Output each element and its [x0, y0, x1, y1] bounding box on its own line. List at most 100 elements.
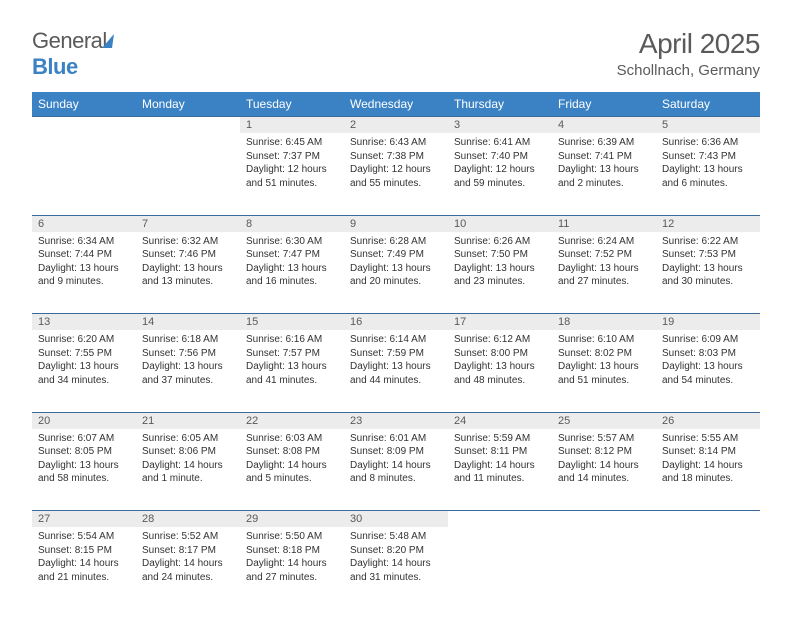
sunset-line: Sunset: 7:49 PM	[350, 248, 442, 262]
sunset-line: Sunset: 7:55 PM	[38, 347, 130, 361]
day-number: 13	[32, 314, 136, 331]
month-title: April 2025	[617, 28, 760, 60]
brand-part2: Blue	[32, 54, 78, 79]
sunrise-line: Sunrise: 5:55 AM	[662, 432, 754, 446]
day-details: Sunrise: 5:55 AMSunset: 8:14 PMDaylight:…	[656, 429, 760, 511]
day-details: Sunrise: 6:10 AMSunset: 8:02 PMDaylight:…	[552, 330, 656, 412]
daylight-line: Daylight: 14 hours and 31 minutes.	[350, 557, 442, 584]
daylight-line: Daylight: 14 hours and 21 minutes.	[38, 557, 130, 584]
sunrise-line: Sunrise: 6:22 AM	[662, 235, 754, 249]
sunrise-line: Sunrise: 6:18 AM	[142, 333, 234, 347]
day-number: 30	[344, 511, 448, 528]
sunrise-line: Sunrise: 6:41 AM	[454, 136, 546, 150]
day-number: 15	[240, 314, 344, 331]
sunrise-line: Sunrise: 6:24 AM	[558, 235, 650, 249]
sunset-line: Sunset: 8:08 PM	[246, 445, 338, 459]
daylight-line: Daylight: 13 hours and 41 minutes.	[246, 360, 338, 387]
sunrise-line: Sunrise: 6:32 AM	[142, 235, 234, 249]
sunrise-line: Sunrise: 6:16 AM	[246, 333, 338, 347]
daylight-line: Daylight: 13 hours and 27 minutes.	[558, 262, 650, 289]
daylight-line: Daylight: 12 hours and 55 minutes.	[350, 163, 442, 190]
day-number-row: 20212223242526	[32, 412, 760, 429]
location-label: Schollnach, Germany	[617, 62, 760, 79]
daylight-line: Daylight: 13 hours and 20 minutes.	[350, 262, 442, 289]
day-number: 22	[240, 412, 344, 429]
day-details: Sunrise: 5:54 AMSunset: 8:15 PMDaylight:…	[32, 527, 136, 609]
daylight-line: Daylight: 13 hours and 13 minutes.	[142, 262, 234, 289]
daylight-line: Daylight: 14 hours and 1 minute.	[142, 459, 234, 486]
sunrise-line: Sunrise: 6:43 AM	[350, 136, 442, 150]
daylight-line: Daylight: 13 hours and 58 minutes.	[38, 459, 130, 486]
sunrise-line: Sunrise: 6:39 AM	[558, 136, 650, 150]
sunrise-line: Sunrise: 6:03 AM	[246, 432, 338, 446]
daylight-line: Daylight: 13 hours and 51 minutes.	[558, 360, 650, 387]
sunset-line: Sunset: 8:14 PM	[662, 445, 754, 459]
daylight-line: Daylight: 14 hours and 11 minutes.	[454, 459, 546, 486]
calendar-table: SundayMondayTuesdayWednesdayThursdayFrid…	[32, 92, 760, 609]
daylight-line: Daylight: 13 hours and 44 minutes.	[350, 360, 442, 387]
day-details: Sunrise: 6:05 AMSunset: 8:06 PMDaylight:…	[136, 429, 240, 511]
day-details: Sunrise: 6:18 AMSunset: 7:56 PMDaylight:…	[136, 330, 240, 412]
brand-part1: General	[32, 28, 107, 53]
empty-cell	[32, 133, 136, 215]
day-number: 2	[344, 117, 448, 134]
day-content-row: Sunrise: 6:20 AMSunset: 7:55 PMDaylight:…	[32, 330, 760, 412]
daylight-line: Daylight: 14 hours and 5 minutes.	[246, 459, 338, 486]
empty-cell	[32, 117, 136, 134]
day-number: 26	[656, 412, 760, 429]
day-details: Sunrise: 6:03 AMSunset: 8:08 PMDaylight:…	[240, 429, 344, 511]
weekday-header: Wednesday	[344, 92, 448, 117]
day-number: 18	[552, 314, 656, 331]
sunset-line: Sunset: 8:17 PM	[142, 544, 234, 558]
sunrise-line: Sunrise: 6:30 AM	[246, 235, 338, 249]
sunset-line: Sunset: 8:15 PM	[38, 544, 130, 558]
day-details: Sunrise: 5:50 AMSunset: 8:18 PMDaylight:…	[240, 527, 344, 609]
day-details: Sunrise: 6:22 AMSunset: 7:53 PMDaylight:…	[656, 232, 760, 314]
day-number-row: 27282930	[32, 511, 760, 528]
empty-cell	[136, 133, 240, 215]
sunset-line: Sunset: 8:00 PM	[454, 347, 546, 361]
sunrise-line: Sunrise: 5:59 AM	[454, 432, 546, 446]
day-details: Sunrise: 6:43 AMSunset: 7:38 PMDaylight:…	[344, 133, 448, 215]
day-details: Sunrise: 6:26 AMSunset: 7:50 PMDaylight:…	[448, 232, 552, 314]
sunrise-line: Sunrise: 5:48 AM	[350, 530, 442, 544]
day-number: 14	[136, 314, 240, 331]
daylight-line: Daylight: 13 hours and 34 minutes.	[38, 360, 130, 387]
day-details: Sunrise: 6:09 AMSunset: 8:03 PMDaylight:…	[656, 330, 760, 412]
empty-cell	[448, 511, 552, 528]
daylight-line: Daylight: 13 hours and 37 minutes.	[142, 360, 234, 387]
day-number: 9	[344, 215, 448, 232]
daylight-line: Daylight: 14 hours and 8 minutes.	[350, 459, 442, 486]
weekday-header: Tuesday	[240, 92, 344, 117]
day-details: Sunrise: 6:34 AMSunset: 7:44 PMDaylight:…	[32, 232, 136, 314]
brand-text: General Blue	[32, 28, 113, 80]
day-details: Sunrise: 6:16 AMSunset: 7:57 PMDaylight:…	[240, 330, 344, 412]
sunrise-line: Sunrise: 6:26 AM	[454, 235, 546, 249]
sunset-line: Sunset: 7:47 PM	[246, 248, 338, 262]
sail-icon	[102, 34, 114, 48]
sunrise-line: Sunrise: 6:14 AM	[350, 333, 442, 347]
day-details: Sunrise: 6:36 AMSunset: 7:43 PMDaylight:…	[656, 133, 760, 215]
day-details: Sunrise: 6:28 AMSunset: 7:49 PMDaylight:…	[344, 232, 448, 314]
daylight-line: Daylight: 13 hours and 16 minutes.	[246, 262, 338, 289]
day-details: Sunrise: 5:48 AMSunset: 8:20 PMDaylight:…	[344, 527, 448, 609]
day-number-row: 13141516171819	[32, 314, 760, 331]
sunset-line: Sunset: 8:05 PM	[38, 445, 130, 459]
daylight-line: Daylight: 13 hours and 2 minutes.	[558, 163, 650, 190]
daylight-line: Daylight: 14 hours and 27 minutes.	[246, 557, 338, 584]
sunset-line: Sunset: 7:56 PM	[142, 347, 234, 361]
sunrise-line: Sunrise: 5:57 AM	[558, 432, 650, 446]
sunrise-line: Sunrise: 6:28 AM	[350, 235, 442, 249]
calendar-page: General Blue April 2025 Schollnach, Germ…	[0, 0, 792, 629]
day-content-row: Sunrise: 6:07 AMSunset: 8:05 PMDaylight:…	[32, 429, 760, 511]
day-content-row: Sunrise: 5:54 AMSunset: 8:15 PMDaylight:…	[32, 527, 760, 609]
sunrise-line: Sunrise: 6:09 AM	[662, 333, 754, 347]
sunset-line: Sunset: 8:03 PM	[662, 347, 754, 361]
day-content-row: Sunrise: 6:34 AMSunset: 7:44 PMDaylight:…	[32, 232, 760, 314]
empty-cell	[448, 527, 552, 609]
daylight-line: Daylight: 13 hours and 23 minutes.	[454, 262, 546, 289]
day-number: 17	[448, 314, 552, 331]
sunset-line: Sunset: 7:43 PM	[662, 150, 754, 164]
header: General Blue April 2025 Schollnach, Germ…	[32, 28, 760, 80]
sunset-line: Sunset: 8:11 PM	[454, 445, 546, 459]
